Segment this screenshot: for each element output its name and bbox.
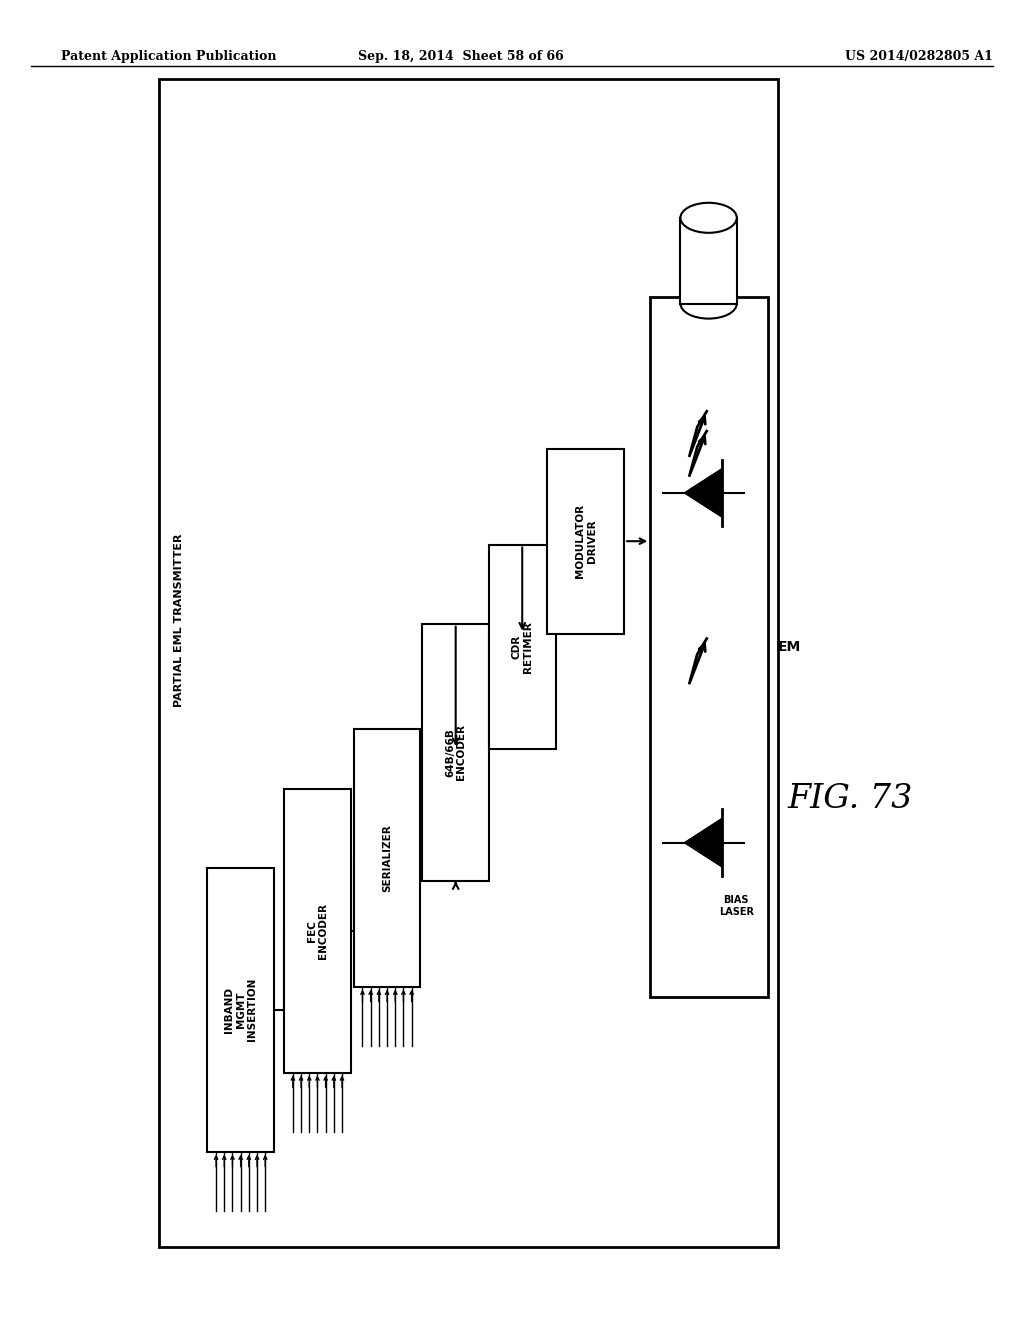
Text: SERIALIZER: SERIALIZER	[382, 824, 392, 892]
Text: FEC
ENCODER: FEC ENCODER	[306, 903, 329, 958]
Text: PARTIAL EML TRANSMITTER: PARTIAL EML TRANSMITTER	[174, 533, 184, 708]
Bar	[207, 869, 273, 1151]
Text: Sep. 18, 2014  Sheet 58 of 66: Sep. 18, 2014 Sheet 58 of 66	[358, 50, 563, 63]
Text: BIAS
LASER: BIAS LASER	[719, 895, 754, 917]
Bar	[284, 789, 350, 1072]
Text: INBAND
MGMT
INSERTION: INBAND MGMT INSERTION	[224, 978, 257, 1041]
Text: 64B/66B
ENCODER: 64B/66B ENCODER	[444, 725, 467, 780]
Polygon shape	[685, 818, 722, 866]
Text: FIG. 73: FIG. 73	[787, 783, 912, 814]
Text: EM: EM	[778, 640, 802, 653]
Text: US 2014/0282805 A1: US 2014/0282805 A1	[846, 50, 993, 63]
Bar	[159, 79, 778, 1247]
Bar	[489, 544, 555, 750]
Text: FIBER: FIBER	[691, 256, 726, 265]
Bar	[680, 218, 737, 304]
Text: MODULATOR
DRIVER: MODULATOR DRIVER	[574, 504, 597, 578]
Ellipse shape	[680, 203, 736, 232]
Bar	[547, 449, 624, 634]
Text: Patent Application Publication: Patent Application Publication	[61, 50, 276, 63]
Text: CDR
RETIMER: CDR RETIMER	[511, 620, 534, 673]
Bar	[354, 729, 421, 987]
Bar	[650, 297, 768, 997]
Polygon shape	[685, 469, 722, 516]
Bar	[422, 623, 489, 882]
